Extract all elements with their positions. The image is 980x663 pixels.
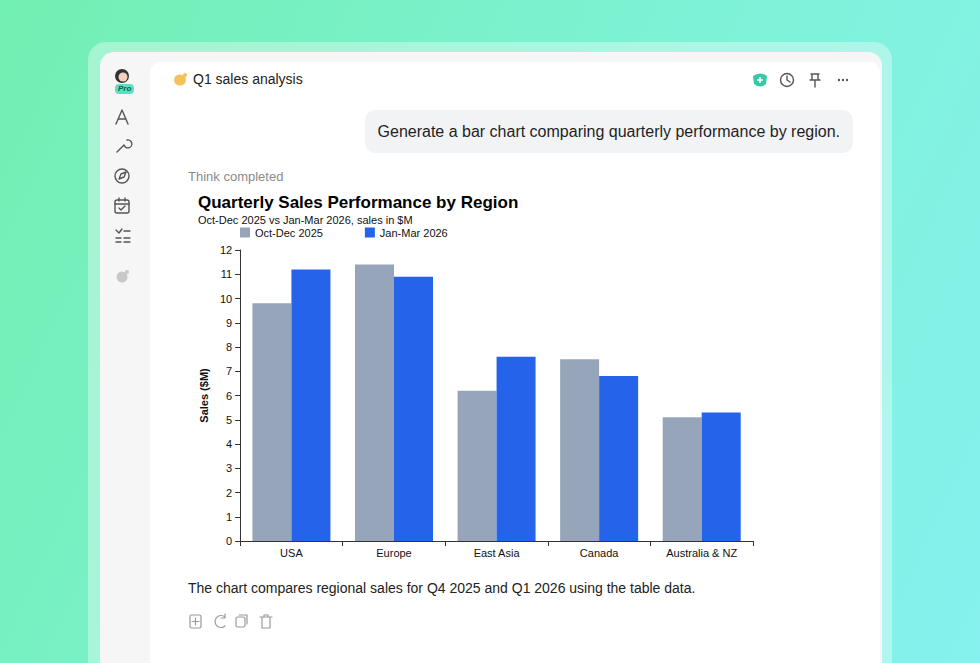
svg-text:2: 2 — [226, 487, 232, 499]
html-text:Pro: Pro — [118, 84, 132, 93]
svg-text:Europe: Europe — [376, 547, 411, 559]
html-text:The chart compares regional sa: The chart compares regional sales for Q4… — [188, 580, 696, 596]
svg-text:5: 5 — [226, 414, 232, 426]
svg-text:8: 8 — [226, 341, 232, 353]
svg-text:Oct-Dec 2025: Oct-Dec 2025 — [255, 227, 323, 239]
svg-text:9: 9 — [226, 317, 232, 329]
svg-text:1: 1 — [226, 511, 232, 523]
svg-text:11: 11 — [221, 268, 232, 280]
svg-text:Australia & NZ: Australia & NZ — [666, 547, 737, 559]
svg-text:East Asia: East Asia — [474, 547, 521, 559]
svg-text:3: 3 — [226, 462, 232, 474]
svg-text:Canada: Canada — [580, 547, 619, 559]
svg-text:Sales ($M): Sales ($M) — [198, 368, 210, 423]
svg-text:Jan-Mar 2026: Jan-Mar 2026 — [380, 227, 448, 239]
svg-text:0: 0 — [226, 535, 232, 547]
svg-text:10: 10 — [220, 293, 232, 305]
html-text:Q1 sales analysis: Q1 sales analysis — [193, 71, 303, 87]
svg-text:12: 12 — [220, 244, 232, 256]
svg-text:6: 6 — [226, 390, 232, 402]
html-text:Think completed: Think completed — [188, 169, 284, 184]
svg-text:7: 7 — [226, 365, 232, 377]
svg-text:USA: USA — [280, 547, 303, 559]
svg-text:4: 4 — [226, 438, 232, 450]
svg-text:Quarterly Sales Performance by: Quarterly Sales Performance by Region — [198, 193, 518, 212]
svg-text:Oct-Dec 2025 vs Jan-Mar 2026,: Oct-Dec 2025 vs Jan-Mar 2026, sales in $… — [198, 214, 413, 226]
html-text:Generate a bar chart comparing: Generate a bar chart comparing quarterly… — [377, 123, 840, 140]
